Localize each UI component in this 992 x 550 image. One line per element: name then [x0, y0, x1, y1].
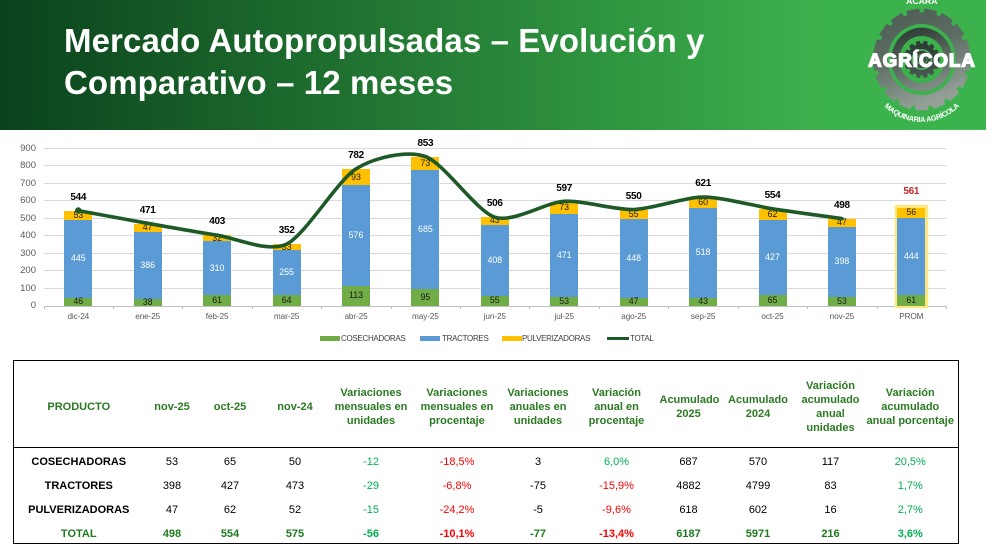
svg-text:AGRÍCOLA: AGRÍCOLA [868, 50, 975, 71]
svg-text:ACARA: ACARA [906, 0, 938, 6]
